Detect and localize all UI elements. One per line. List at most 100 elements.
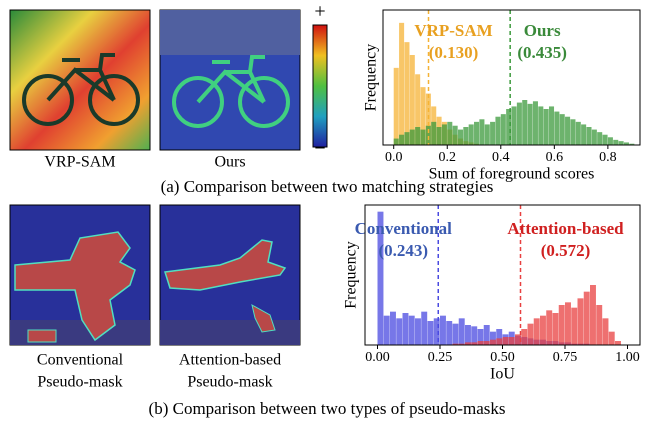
- histogram-bar: [558, 305, 565, 345]
- histogram-bar: [591, 129, 597, 145]
- histogram-bar: [490, 339, 496, 345]
- mean-label: (0.572): [541, 241, 591, 260]
- histogram-bar: [623, 142, 629, 145]
- series-name: VRP-SAM: [414, 21, 492, 40]
- histogram-bar: [559, 114, 565, 145]
- histogram-bar: [383, 315, 390, 345]
- histogram-bar: [554, 111, 560, 145]
- image-ours: [159, 9, 301, 151]
- histogram-bar: [581, 124, 587, 145]
- histogram-bar: [484, 124, 490, 145]
- histogram-bar: [452, 125, 458, 145]
- histogram-bar: [440, 315, 446, 345]
- histogram-bar: [500, 114, 506, 145]
- histogram-bar: [408, 315, 415, 345]
- histogram-bar: [511, 106, 517, 145]
- plot-frame: [382, 9, 641, 146]
- histogram-bar: [393, 67, 399, 145]
- x-tick-label: 0.75: [553, 350, 578, 365]
- histogram-bar: [396, 318, 403, 345]
- histogram-bar: [565, 302, 571, 345]
- x-tick-label: 1.00: [615, 350, 640, 365]
- histogram-bar: [409, 55, 415, 145]
- histogram-bar: [490, 121, 496, 145]
- histogram-bar: [506, 109, 512, 145]
- histogram-bar: [583, 291, 590, 345]
- histogram-bar: [402, 313, 409, 345]
- histogram-bar: [446, 321, 453, 345]
- histogram-bar: [508, 337, 515, 345]
- histogram-bar: [575, 121, 581, 145]
- histogram-bar: [608, 331, 615, 345]
- histogram-bar: [415, 318, 421, 345]
- colorbar-plus: +: [314, 1, 325, 23]
- histogram-bar: [570, 119, 576, 145]
- histogram-bar: [421, 311, 428, 345]
- histogram-bar: [629, 143, 635, 145]
- colorbar-minus: −: [314, 138, 325, 160]
- histogram-bar: [495, 116, 501, 145]
- image-label: VRP-SAM: [44, 154, 115, 171]
- histogram-bar: [463, 127, 469, 145]
- histogram-bar: [502, 337, 509, 345]
- histogram-bar: [516, 102, 522, 145]
- histogram-bar: [552, 313, 559, 345]
- histogram-bar: [565, 116, 571, 145]
- x-tick-label: 0.6: [546, 150, 564, 165]
- histogram-bar: [474, 121, 480, 145]
- x-tick-label: 0.00: [365, 350, 390, 365]
- image-label: Pseudo-mask: [37, 374, 122, 391]
- y-axis-label: Frequency: [343, 241, 360, 309]
- mean-label: (0.435): [517, 43, 567, 62]
- histogram-bar: [404, 42, 410, 146]
- histogram-bar: [615, 341, 621, 345]
- histogram-bar: [477, 341, 484, 345]
- histogram-bar: [490, 331, 496, 345]
- colorbar: [312, 24, 328, 148]
- histogram-bar: [447, 121, 453, 145]
- histogram-bar: [527, 103, 533, 145]
- histogram-bar: [477, 329, 484, 345]
- caption: (b) Comparison between two types of pseu…: [149, 399, 506, 418]
- histogram-bar: [602, 134, 608, 145]
- histogram-bar: [404, 132, 410, 145]
- histogram-bar: [452, 323, 459, 345]
- histogram-bar: [425, 93, 431, 145]
- histogram-bar: [427, 321, 434, 345]
- image-label: Ours: [214, 154, 245, 171]
- series-name: Attention-based: [507, 219, 624, 238]
- histogram-bar: [532, 101, 538, 145]
- histogram-bar: [538, 106, 544, 145]
- histogram-bar: [577, 298, 584, 345]
- histogram-bar: [431, 121, 437, 145]
- histogram-bar: [479, 119, 485, 145]
- histogram-bar: [540, 315, 546, 345]
- mean-label: (0.130): [429, 43, 479, 62]
- mean-label: (0.243): [378, 241, 428, 260]
- y-axis-label: Frequency: [363, 44, 380, 112]
- histogram-bar: [496, 338, 503, 345]
- image-attention: [159, 204, 301, 346]
- image-label: Pseudo-mask: [187, 374, 272, 391]
- histogram-bar: [527, 323, 534, 345]
- image-vrpsam: [9, 9, 151, 151]
- histogram-bar: [465, 325, 471, 345]
- histogram-bar: [596, 305, 603, 345]
- histogram-bar: [571, 307, 578, 345]
- histogram-bar: [393, 138, 399, 145]
- histogram-bar: [543, 109, 549, 145]
- histogram-bar: [548, 106, 555, 145]
- x-tick-label: 0.4: [492, 150, 510, 165]
- histogram-bar: [602, 318, 609, 345]
- histogram-bar: [483, 325, 490, 345]
- histogram-bar: [607, 137, 613, 145]
- x-axis-label: Sum of foreground scores: [429, 166, 595, 183]
- histogram-bar: [377, 211, 384, 345]
- x-tick-label: 0.0: [385, 150, 403, 165]
- histogram-bar: [521, 329, 528, 345]
- x-tick-label: 0.2: [439, 150, 457, 165]
- histogram-bar: [468, 124, 474, 145]
- caption: (a) Comparison between two matching stra…: [161, 177, 494, 196]
- histogram-bar: [483, 341, 490, 345]
